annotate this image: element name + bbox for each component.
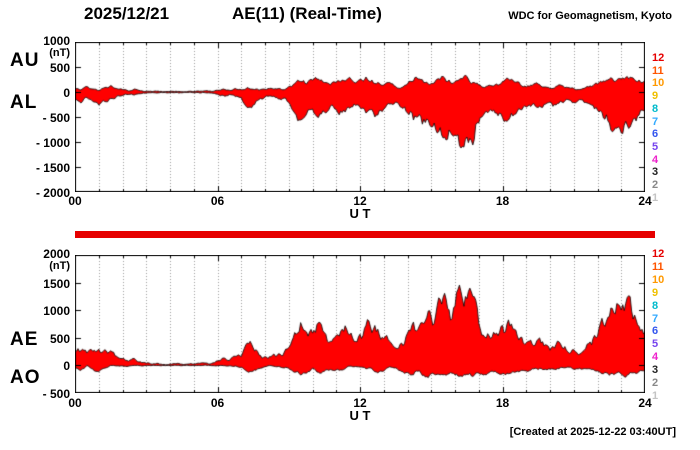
x-tick-label: 18 <box>495 194 510 208</box>
series-label-al: AL <box>10 92 38 113</box>
legend-item-8: 8 <box>652 102 659 115</box>
x-tick-label: 12 <box>353 194 367 208</box>
legend-item-6: 6 <box>652 128 659 141</box>
series-label-ae: AE <box>10 329 39 350</box>
y-axis-unit-label: (nT) <box>49 260 70 272</box>
legend-item-12: 12 <box>652 248 665 260</box>
au-al-chart-canvas <box>75 42 645 192</box>
legend-item-7: 7 <box>652 312 659 325</box>
legend-item-5: 5 <box>652 338 659 351</box>
series-label-au: AU <box>10 50 40 71</box>
legend-item-1: 1 <box>652 191 659 204</box>
header-date: 2025/12/21 <box>84 4 170 23</box>
y-tick-label: - 500 <box>42 387 70 401</box>
legend-item-7: 7 <box>652 115 659 128</box>
legend-item-6: 6 <box>652 325 659 338</box>
y-tick-label: 2000 <box>43 247 70 261</box>
legend-item-5: 5 <box>652 140 659 153</box>
data-availability-bar <box>75 231 655 238</box>
series-label-ao: AO <box>10 367 41 388</box>
x-tick-label: 06 <box>210 396 225 410</box>
legend-item-10: 10 <box>652 273 665 286</box>
ae-ao-chart-canvas <box>75 255 645 393</box>
x-tick-label: 24 <box>638 194 652 208</box>
x-tick-label: 06 <box>210 194 225 208</box>
x-tick-label: 12 <box>353 396 367 410</box>
x-axis-title: U T <box>349 408 371 423</box>
legend-item-9: 9 <box>652 286 659 299</box>
legend-item-1: 1 <box>652 389 659 402</box>
legend-item-3: 3 <box>652 166 659 179</box>
legend-item-4: 4 <box>652 351 659 364</box>
legend-item-9: 9 <box>652 90 659 103</box>
legend-item-10: 10 <box>652 77 665 90</box>
y-tick-label: - 2000 <box>35 186 70 200</box>
y-tick-label: - 1000 <box>35 136 70 150</box>
x-axis-title: U T <box>349 206 371 221</box>
legend-item-11: 11 <box>652 64 664 77</box>
legend-item-11: 11 <box>652 260 664 273</box>
y-tick-label: 1000 <box>43 304 70 319</box>
created-timestamp: [Created at 2025-12-22 03:40UT] <box>509 426 676 438</box>
legend-item-2: 2 <box>652 179 659 191</box>
x-tick-label: 00 <box>68 194 82 208</box>
y-tick-label: 1000 <box>43 34 70 48</box>
y-tick-label: - 1500 <box>35 161 70 175</box>
data-source-label: WDC for Geomagnetism, Kyoto <box>508 10 672 22</box>
x-tick-label: 18 <box>495 396 510 410</box>
legend-item-12: 12 <box>652 52 665 64</box>
legend-item-4: 4 <box>652 153 659 166</box>
legend-item-8: 8 <box>652 299 659 312</box>
x-tick-label: 00 <box>68 396 82 410</box>
y-tick-label: 1500 <box>43 276 70 291</box>
legend-item-2: 2 <box>652 377 659 389</box>
page-title: AE(11) (Real-Time) <box>232 4 382 23</box>
x-tick-label: 24 <box>638 396 652 410</box>
legend-item-3: 3 <box>652 364 659 377</box>
